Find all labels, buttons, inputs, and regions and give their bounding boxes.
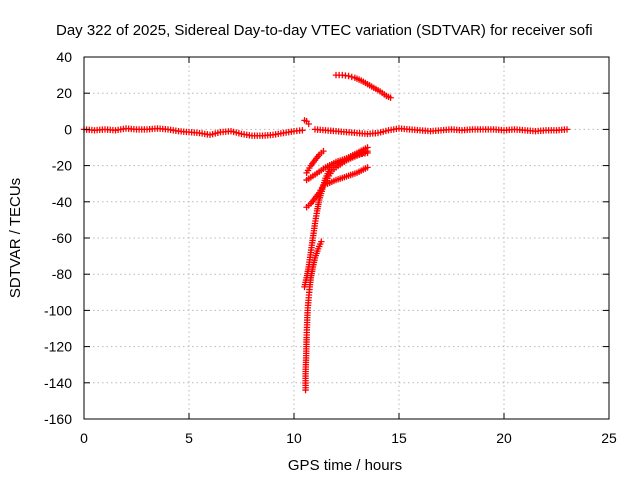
- y-tick-label: -120: [44, 339, 72, 355]
- series-group-2: [311, 125, 571, 138]
- x-tick-label: 25: [601, 430, 617, 446]
- y-tick-label: -20: [52, 158, 72, 174]
- y-tick-label: -100: [44, 302, 72, 318]
- data-point: [364, 144, 371, 151]
- x-tick-label: 10: [286, 430, 302, 446]
- x-axis-label: GPS time / hours: [288, 457, 402, 474]
- chart-title: Day 322 of 2025, Sidereal Day-to-day VTE…: [56, 22, 593, 39]
- y-axis-label: SDTVAR / TECUs: [7, 178, 24, 298]
- series-group-8: [303, 144, 371, 184]
- y-tick-label: -80: [52, 266, 72, 282]
- data-point: [318, 238, 325, 245]
- y-tick-label: -140: [44, 375, 72, 391]
- data-point: [299, 127, 306, 134]
- series-group-7: [303, 147, 327, 177]
- series-group-3: [332, 71, 394, 101]
- grid-layer: [84, 57, 609, 419]
- data-point: [387, 94, 394, 101]
- y-tick-label: 40: [56, 49, 72, 65]
- series-group-4: [302, 238, 325, 394]
- data-point: [364, 164, 371, 171]
- x-tick-label: 0: [80, 430, 88, 446]
- x-tick-label: 5: [185, 430, 193, 446]
- y-tick-label: 0: [64, 121, 72, 137]
- x-tick-label: 15: [391, 430, 407, 446]
- data-point: [563, 126, 571, 133]
- data-layer: [80, 71, 571, 394]
- y-tick-label: -60: [52, 230, 72, 246]
- series-group-1: [301, 117, 312, 128]
- x-tick-label: 20: [496, 430, 512, 446]
- data-point: [345, 72, 352, 80]
- y-tick-label: -40: [52, 194, 72, 210]
- data-point: [320, 147, 327, 155]
- y-tick-label: 20: [56, 85, 72, 101]
- series-group-0: [80, 125, 306, 139]
- series-group-9: [324, 164, 371, 187]
- data-point: [305, 120, 312, 128]
- data-marker: [348, 73, 355, 81]
- tick-layer: 0 5 10 15 20 25 40 20 0 -20 -40 -60 -80 -100 -120 -140 -…: [44, 49, 617, 446]
- y-tick-label: -160: [44, 411, 72, 427]
